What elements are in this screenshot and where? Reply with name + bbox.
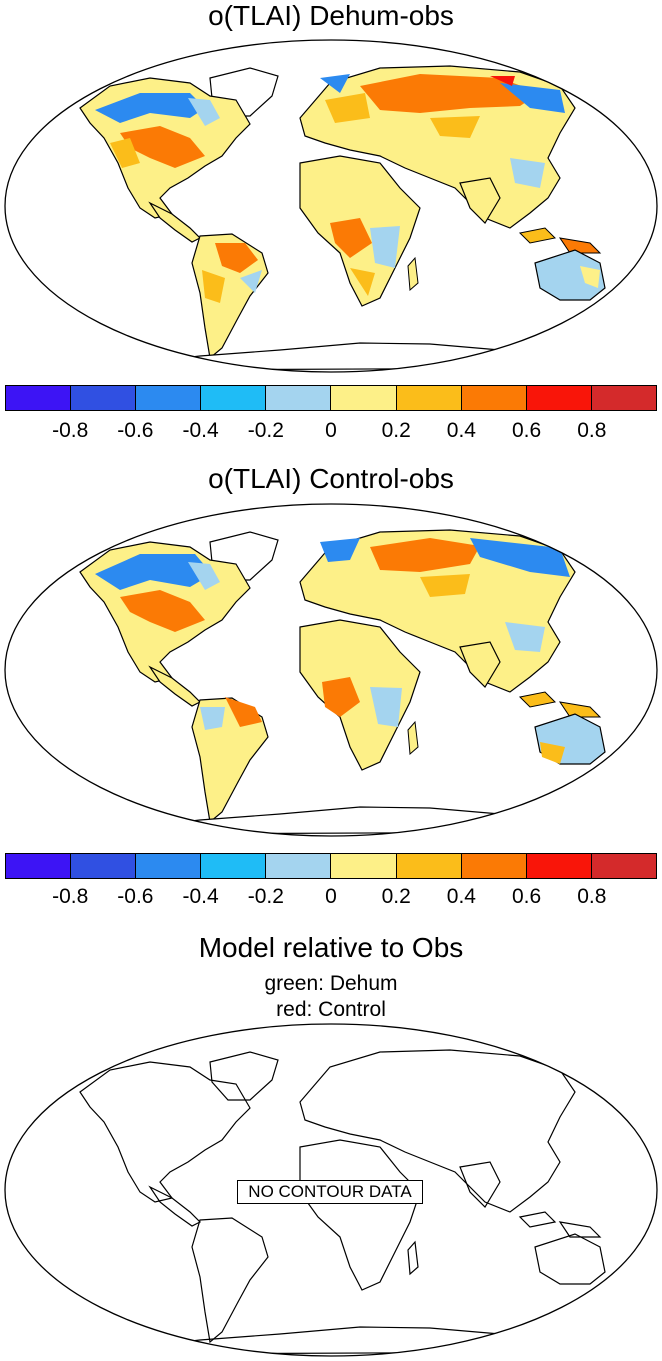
panel-1-map: [4, 39, 658, 373]
colorbar-tick-label: -0.2: [247, 885, 284, 908]
colorbar-segment: [266, 854, 332, 878]
colorbar-tick-label: -0.4: [182, 419, 219, 442]
panel-2-title: o(TLAI) Control-obs: [208, 463, 454, 494]
india-land: [459, 177, 501, 224]
central-america: [148, 201, 202, 243]
colorbar-segment: [461, 386, 527, 410]
colorbar-tick-label: -0.8: [52, 885, 89, 908]
colorbar-tick-label: 0: [325, 885, 337, 908]
panel-3-subtitle-2: red: Control: [276, 998, 386, 1021]
colorbar-tick-label: 0.6: [511, 419, 542, 442]
colorbar-segment: [71, 386, 137, 410]
colorbar-segment: [6, 386, 72, 410]
colorbar-tick-label: -0.6: [117, 419, 154, 442]
panel-3-subtitle-1: green: Dehum: [264, 972, 398, 995]
colorbar-segment: [461, 854, 527, 878]
colorbar-segment: [591, 386, 656, 410]
colorbar-tick-label: 0.6: [511, 885, 542, 908]
panel-1-colorbar-ticks: -0.8 -0.6 -0.4 -0.2 0 0.2 0.4 0.6 0.8: [0, 418, 662, 444]
panel-2-map: [4, 503, 658, 837]
colorbar-tick-label: 0.8: [577, 419, 607, 442]
colorbar-segment: [591, 854, 656, 878]
panel-3-map: [4, 1023, 658, 1357]
colorbar-segment: [396, 386, 462, 410]
colorbar-segment: [266, 386, 332, 410]
eurasia-land: [299, 529, 576, 693]
panel-1-colorbar: [5, 385, 657, 411]
colorbar-segment: [6, 854, 72, 878]
colorbar-tick-label: 0.2: [381, 885, 411, 908]
colorbar-segment: [331, 854, 397, 878]
panel-2-colorbar: [5, 853, 657, 879]
panel-3-title: Model relative to Obs: [198, 932, 464, 963]
colorbar-tick-label: 0.8: [577, 885, 607, 908]
colorbar-segment: [396, 854, 462, 878]
colorbar-tick-label: -0.8: [52, 419, 89, 442]
colorbar-tick-label: 0: [325, 419, 337, 442]
colorbar-tick-label: 0.2: [381, 419, 411, 442]
colorbar-segment: [136, 386, 202, 410]
colorbar-segment: [71, 854, 137, 878]
colorbar-segment: [201, 854, 267, 878]
colorbar-tick-label: 0.4: [446, 419, 476, 442]
panel-1-title: o(TLAI) Dehum-obs: [208, 0, 454, 31]
colorbar-tick-label: 0.4: [446, 885, 476, 908]
colorbar-segment: [201, 386, 267, 410]
colorbar-tick-label: -0.2: [247, 419, 284, 442]
colorbar-segment: [136, 854, 202, 878]
colorbar-tick-label: -0.4: [182, 885, 219, 908]
panel-2-colorbar-ticks: -0.8 -0.6 -0.4 -0.2 0 0.2 0.4 0.6 0.8: [0, 884, 662, 910]
colorbar-tick-label: -0.6: [117, 885, 154, 908]
colorbar-segment: [331, 386, 397, 410]
australia-land: [534, 249, 606, 301]
colorbar-segment: [526, 386, 592, 410]
colorbar-segment: [526, 854, 592, 878]
no-contour-data-label: NO CONTOUR DATA: [237, 1180, 423, 1204]
